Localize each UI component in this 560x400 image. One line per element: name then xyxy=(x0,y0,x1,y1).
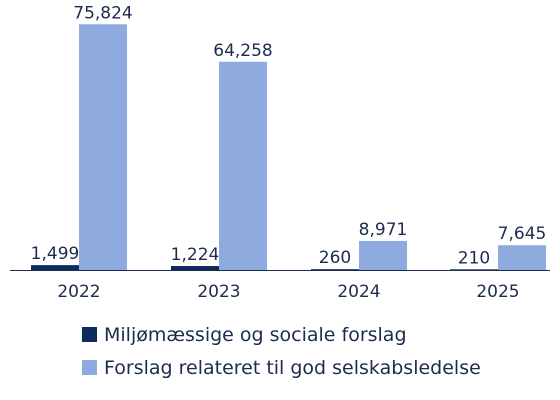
data-label-environmental-social-2025: 210 xyxy=(458,248,490,268)
data-label-governance-2023: 64,258 xyxy=(213,41,272,61)
legend-label-environmental-social: Miljømæssige og sociale forslag xyxy=(104,323,407,346)
bar-environmental-social-2024 xyxy=(311,269,359,270)
x-tick-label-2022: 2022 xyxy=(57,282,100,300)
data-label-environmental-social-2022: 1,499 xyxy=(31,244,80,264)
x-tick-label-2023: 2023 xyxy=(197,282,240,300)
bar-chart: 1,499 75,824 2022 1,224 64,258 2023 260 8,971 20… xyxy=(10,3,550,300)
x-tick-label-2025: 2025 xyxy=(476,282,519,300)
bar-governance-2022 xyxy=(79,24,127,271)
data-label-environmental-social-2024: 260 xyxy=(319,248,351,268)
legend-label-governance: Forslag relateret til god selskabsledels… xyxy=(104,356,481,379)
data-label-governance-2025: 7,645 xyxy=(498,224,547,244)
legend-swatch-environmental-social xyxy=(82,327,97,342)
x-tick-label-2024: 2024 xyxy=(337,282,380,300)
bar-environmental-social-2022 xyxy=(31,265,79,270)
legend-item-environmental-social: Miljømæssige og sociale forslag xyxy=(82,318,481,351)
bar-governance-2024 xyxy=(359,240,407,270)
bar-governance-2025 xyxy=(498,245,546,270)
bar-governance-2023 xyxy=(219,61,267,270)
bar-environmental-social-2025 xyxy=(450,269,498,270)
bar-environmental-social-2023 xyxy=(171,266,219,270)
data-label-governance-2022: 75,824 xyxy=(73,3,132,23)
data-label-environmental-social-2023: 1,224 xyxy=(171,245,220,265)
data-label-governance-2024: 8,971 xyxy=(359,220,408,240)
legend-swatch-governance xyxy=(82,360,97,375)
legend-item-governance: Forslag relateret til god selskabsledels… xyxy=(82,351,481,384)
legend: Miljømæssige og sociale forslag Forslag … xyxy=(82,318,481,384)
